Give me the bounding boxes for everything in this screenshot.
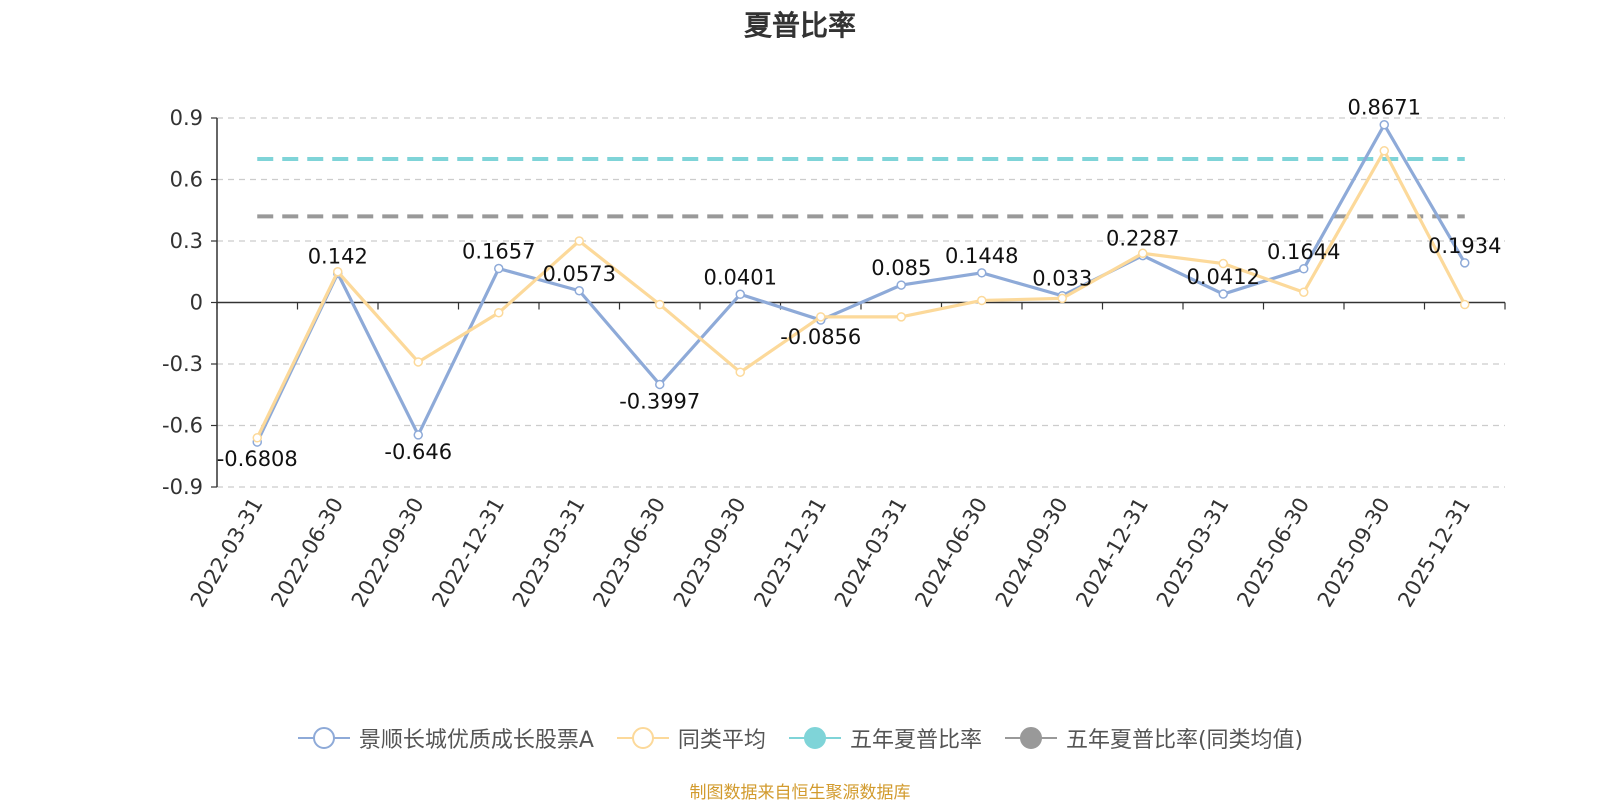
data-label: 0.2287 bbox=[1106, 227, 1179, 251]
source-note: 制图数据来自恒生聚源数据库 bbox=[689, 783, 911, 803]
data-label: -0.6808 bbox=[217, 447, 298, 471]
data-point bbox=[1138, 248, 1148, 259]
series-line bbox=[255, 123, 1467, 443]
data-label: -0.0856 bbox=[780, 325, 861, 349]
legend-item[interactable]: 五年夏普比率 bbox=[788, 722, 982, 754]
data-point bbox=[1460, 299, 1470, 310]
data-point bbox=[896, 280, 906, 290]
y-tick-label: 0 bbox=[190, 291, 203, 315]
data-point bbox=[1218, 258, 1228, 269]
x-tick-label: 2022-06-30 bbox=[266, 494, 348, 612]
data-label: 0.0401 bbox=[704, 265, 777, 289]
data-point bbox=[413, 357, 423, 367]
x-tick-label: 2025-06-30 bbox=[1232, 494, 1314, 612]
data-point bbox=[655, 379, 665, 390]
series-lines bbox=[252, 119, 1470, 447]
legend-item[interactable]: 五年夏普比率(同类均值) bbox=[1004, 722, 1303, 754]
legend-item[interactable]: 同类平均 bbox=[616, 722, 766, 754]
data-point bbox=[252, 433, 262, 443]
data-point bbox=[413, 430, 423, 440]
reference-lines bbox=[257, 157, 1465, 219]
data-labels: -0.6808 0.142 -0.646 0.1657 0.0573 -0.3997 0.0… bbox=[217, 96, 1502, 471]
data-label: 0.0573 bbox=[543, 262, 616, 286]
y-tick-label: -0.3 bbox=[162, 352, 203, 376]
data-point bbox=[977, 295, 987, 306]
x-tick-label: 2025-12-31 bbox=[1393, 494, 1475, 612]
data-point bbox=[735, 289, 745, 300]
series-line bbox=[255, 149, 1467, 439]
data-label: -0.646 bbox=[384, 440, 452, 464]
x-tick-label: 2023-09-30 bbox=[669, 494, 751, 612]
data-point bbox=[735, 367, 745, 377]
data-point bbox=[1379, 146, 1389, 156]
data-label: 0.0412 bbox=[1187, 265, 1260, 289]
data-label: 0.1644 bbox=[1267, 240, 1340, 264]
data-point bbox=[494, 263, 504, 274]
x-tick-label: 2022-03-31 bbox=[186, 494, 268, 612]
x-tick-label: 2024-09-30 bbox=[991, 494, 1073, 612]
x-tick-label: 2025-09-30 bbox=[1313, 494, 1395, 612]
legend-swatch-icon bbox=[616, 727, 669, 749]
x-tick-label: 2024-12-31 bbox=[1071, 494, 1153, 612]
data-point bbox=[574, 236, 584, 246]
y-tick-label: 0.9 bbox=[170, 106, 203, 130]
data-label: -0.3997 bbox=[619, 389, 700, 413]
x-tick-label: 2024-03-31 bbox=[830, 494, 912, 612]
chart-title: 夏普比率 bbox=[743, 9, 856, 42]
grid-lines bbox=[217, 117, 1505, 488]
legend-swatch-icon bbox=[297, 727, 350, 749]
data-point bbox=[1379, 119, 1389, 130]
axes: 0.9 0.6 0.3 0 -0.3 -0.6 -0.92022-03-312022-06-… bbox=[162, 106, 1506, 612]
x-tick-label: 2023-03-31 bbox=[508, 494, 590, 612]
data-label: 0.1934 bbox=[1428, 234, 1501, 258]
x-tick-label: 2022-12-31 bbox=[427, 494, 509, 612]
legend-item[interactable]: 景顺长城优质成长股票A bbox=[297, 722, 594, 754]
data-point bbox=[1299, 287, 1309, 297]
data-point bbox=[1460, 258, 1470, 268]
data-label: 0.142 bbox=[308, 244, 368, 268]
legend-label: 景顺长城优质成长股票A bbox=[358, 728, 594, 753]
y-tick-label: -0.6 bbox=[162, 414, 203, 438]
y-tick-label: 0.6 bbox=[170, 168, 203, 192]
data-point bbox=[494, 308, 504, 318]
data-label: 0.1657 bbox=[462, 240, 535, 264]
data-point bbox=[333, 267, 343, 277]
x-tick-label: 2025-03-31 bbox=[1152, 494, 1234, 612]
legend-label: 五年夏普比率(同类均值) bbox=[1065, 728, 1304, 753]
legend-label: 五年夏普比率 bbox=[849, 728, 982, 753]
legend-label: 同类平均 bbox=[677, 728, 766, 753]
data-point bbox=[1218, 289, 1228, 299]
x-tick-label: 2023-12-31 bbox=[749, 494, 831, 612]
data-label: 0.1448 bbox=[945, 244, 1018, 268]
y-tick-label: -0.9 bbox=[162, 475, 203, 499]
x-tick-label: 2023-06-30 bbox=[588, 494, 670, 612]
x-tick-label: 2022-09-30 bbox=[347, 494, 429, 612]
data-label: 0.8671 bbox=[1348, 96, 1421, 120]
data-point bbox=[1299, 264, 1309, 274]
data-point bbox=[816, 312, 826, 322]
y-tick-label: 0.3 bbox=[170, 229, 203, 253]
data-label: 0.085 bbox=[871, 256, 931, 280]
x-tick-label: 2024-06-30 bbox=[910, 494, 992, 612]
legend-swatch-icon bbox=[1004, 727, 1057, 749]
data-point bbox=[574, 286, 584, 296]
data-point bbox=[977, 268, 987, 278]
legend-swatch-icon bbox=[788, 727, 841, 749]
data-point bbox=[896, 312, 906, 322]
data-point bbox=[1057, 293, 1067, 304]
data-label: 0.033 bbox=[1032, 267, 1092, 291]
legend: 景顺长城优质成长股票A 同类平均 五年夏普比率 五年夏普比率(同类均值) bbox=[0, 722, 1600, 754]
data-point bbox=[655, 299, 665, 310]
